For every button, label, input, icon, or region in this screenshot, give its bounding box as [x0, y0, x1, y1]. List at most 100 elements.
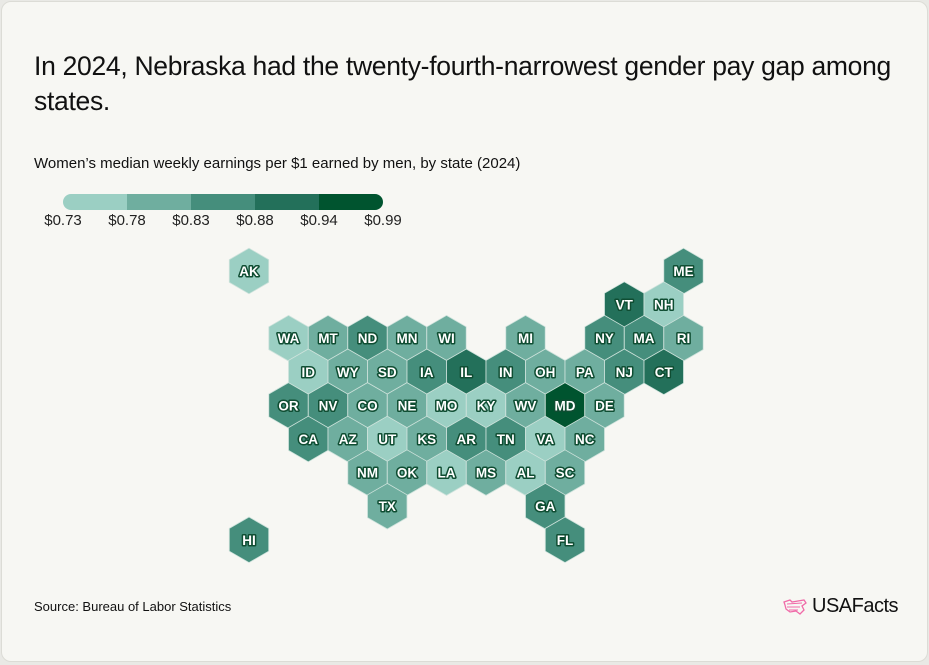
legend-swatch — [319, 194, 383, 210]
state-label: OH — [535, 365, 555, 380]
state-label: UT — [378, 432, 397, 447]
state-label: FL — [557, 533, 574, 548]
state-hex-ca[interactable]: CA — [288, 415, 329, 463]
state-hex-ga[interactable]: GA — [525, 482, 566, 530]
state-label: LA — [438, 466, 456, 481]
state-label: OR — [278, 398, 299, 413]
us-flag-map-icon — [783, 598, 807, 615]
state-label: TN — [497, 432, 515, 447]
state-label: PA — [576, 365, 594, 380]
chart-title: In 2024, Nebraska had the twenty-fourth-… — [34, 51, 891, 116]
hex-tile — [228, 516, 270, 564]
chart-subtitle: Women’s median weekly earnings per $1 ea… — [34, 155, 521, 172]
state-label: WI — [438, 331, 455, 346]
state-hex-pa[interactable]: PA — [564, 348, 605, 396]
legend-swatch — [191, 194, 255, 210]
state-label: IA — [420, 365, 434, 380]
state-hex-la[interactable]: LA — [426, 449, 467, 496]
state-label: AK — [239, 264, 259, 279]
state-hex-ny[interactable]: NY — [584, 314, 625, 362]
legend-swatch — [127, 194, 191, 210]
state-hex-wi[interactable]: WI — [426, 314, 467, 362]
state-hex-sc[interactable]: SC — [544, 449, 586, 496]
state-label: MT — [318, 331, 338, 346]
state-label: NY — [595, 331, 614, 346]
state-hex-or[interactable]: OR — [268, 382, 309, 429]
state-hex-nc[interactable]: NC — [564, 415, 605, 463]
state-label: IN — [499, 365, 513, 380]
state-label: ME — [673, 264, 693, 279]
state-label: RI — [677, 331, 691, 346]
state-label: VT — [616, 298, 634, 313]
state-label: NM — [357, 466, 378, 481]
state-hex-ak[interactable]: AK — [228, 247, 270, 295]
state-hex-wa[interactable]: WA — [268, 314, 309, 362]
state-hex-ks[interactable]: KS — [406, 415, 447, 463]
state-label: KY — [477, 398, 496, 413]
hex-tile — [643, 348, 684, 396]
state-hex-ne[interactable]: NE — [386, 382, 428, 429]
state-label: TX — [379, 499, 396, 514]
state-label: MI — [518, 331, 533, 346]
legend-label: $0.94 — [300, 212, 338, 229]
state-hex-ms[interactable]: MS — [465, 449, 507, 496]
state-hex-wv[interactable]: WV — [505, 382, 546, 429]
state-label: MA — [634, 331, 655, 346]
state-label: MD — [555, 398, 576, 413]
state-label: SD — [378, 365, 397, 380]
state-label: MN — [397, 331, 418, 346]
state-hex-ri[interactable]: RI — [663, 314, 704, 362]
state-hex-tx[interactable]: TX — [367, 482, 408, 530]
state-hex-fl[interactable]: FL — [544, 516, 586, 564]
state-label: WV — [515, 398, 537, 413]
state-label: MO — [436, 398, 458, 413]
state-hex-va[interactable]: VA — [525, 415, 566, 463]
state-label: AR — [457, 432, 477, 447]
state-label: NV — [319, 398, 338, 413]
legend-swatch — [63, 194, 127, 210]
state-hex-mn[interactable]: MN — [386, 314, 428, 362]
logo-text: USAFacts — [812, 595, 899, 617]
state-hex-mi[interactable]: MI — [505, 314, 546, 362]
state-hex-sd[interactable]: SD — [367, 348, 408, 396]
legend-label: $0.88 — [236, 212, 274, 229]
state-label: NH — [654, 298, 674, 313]
hex-tile — [228, 247, 270, 295]
state-hex-ok[interactable]: OK — [386, 449, 428, 496]
state-label: NE — [398, 398, 417, 413]
state-hex-nh[interactable]: NH — [643, 281, 684, 328]
state-label: WA — [278, 331, 300, 346]
state-hex-co[interactable]: CO — [347, 382, 388, 429]
state-hex-vt[interactable]: VT — [604, 281, 645, 328]
state-label: WY — [337, 365, 359, 380]
source-note: Source: Bureau of Labor Statistics — [34, 599, 232, 614]
state-hex-wy[interactable]: WY — [327, 348, 368, 396]
state-label: AZ — [339, 432, 357, 447]
state-hex-me[interactable]: ME — [663, 247, 704, 295]
state-hex-nj[interactable]: NJ — [604, 348, 645, 396]
state-hex-nd[interactable]: ND — [347, 314, 388, 362]
state-label: CO — [357, 398, 377, 413]
state-hex-az[interactable]: AZ — [327, 415, 368, 463]
state-label: NJ — [616, 365, 633, 380]
state-label: KS — [417, 432, 436, 447]
state-hex-de[interactable]: DE — [584, 382, 625, 429]
state-hex-nm[interactable]: NM — [347, 449, 388, 496]
legend-label: $0.73 — [44, 212, 82, 229]
legend-label: $0.99 — [364, 212, 402, 229]
state-label: IL — [460, 365, 472, 380]
state-label: VA — [536, 432, 554, 447]
state-hex-ct[interactable]: CT — [643, 348, 684, 396]
state-label: OK — [397, 466, 418, 481]
state-hex-hi[interactable]: HI — [228, 516, 270, 564]
state-hex-ma[interactable]: MA — [623, 314, 665, 362]
state-label: SC — [556, 466, 575, 481]
state-hex-ia[interactable]: IA — [406, 348, 447, 396]
state-label: ND — [358, 331, 378, 346]
state-label: DE — [595, 398, 614, 413]
state-hex-mt[interactable]: MT — [307, 314, 349, 362]
state-hex-ar[interactable]: AR — [446, 415, 487, 463]
state-hex-ky[interactable]: KY — [465, 382, 507, 429]
